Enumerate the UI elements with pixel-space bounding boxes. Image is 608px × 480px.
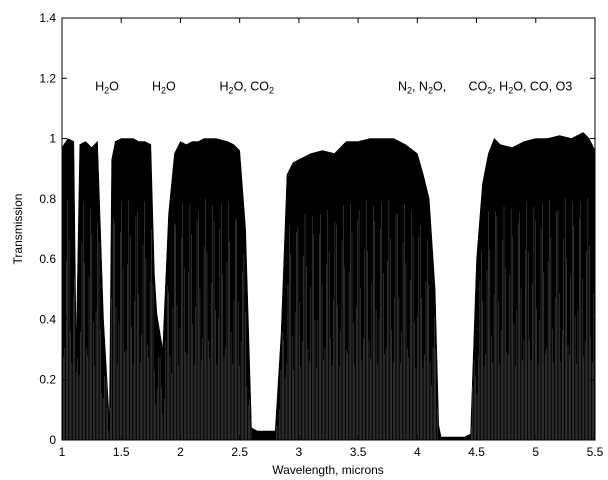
y-tick-label: 0.8 — [39, 192, 56, 206]
y-tick-label: 0.4 — [39, 312, 56, 326]
band-label: CO2, H2O, CO, O3 — [468, 79, 572, 95]
axis-tick-labels: 1 1.5 2 2.5 3 3.5 4 4.5 5 5.5 0 0.2 0.4 0.6 0.8 1 1.2 1.4 — [39, 11, 603, 459]
x-tick-label: 2.5 — [231, 445, 248, 459]
series-area-0 — [62, 132, 595, 440]
y-tick-label: 1.2 — [39, 71, 56, 85]
transmission-series — [62, 132, 595, 440]
y-tick-label: 1 — [49, 132, 56, 146]
x-tick-label: 3.5 — [350, 445, 367, 459]
x-axis-label: Wavelength, microns — [272, 463, 384, 477]
band-label: H2O — [95, 79, 119, 95]
x-tick-label: 4.5 — [468, 445, 485, 459]
y-tick-label: 0.6 — [39, 252, 56, 266]
band-annotations: H2O H2O H2O, CO2 N2, N2O, CO2, H2O, CO, O3 — [95, 79, 572, 95]
band-label: H2O — [152, 79, 176, 95]
y-tick-label: 1.4 — [39, 11, 56, 25]
x-tick-label: 3 — [296, 445, 303, 459]
x-tick-label: 5 — [532, 445, 539, 459]
y-tick-label: 0 — [49, 433, 56, 447]
y-tick-label: 0.2 — [39, 373, 56, 387]
axis-ticks — [61, 17, 596, 441]
x-tick-label: 1 — [59, 445, 66, 459]
x-tick-label: 2 — [177, 445, 184, 459]
plot-frame — [61, 17, 596, 441]
y-axis-label: Transmission — [11, 194, 25, 265]
band-label: N2, N2O, — [398, 79, 446, 95]
band-label: H2O, CO2 — [220, 79, 274, 95]
x-tick-label: 4 — [414, 445, 421, 459]
x-tick-label: 1.5 — [113, 445, 130, 459]
x-tick-label: 5.5 — [587, 445, 604, 459]
